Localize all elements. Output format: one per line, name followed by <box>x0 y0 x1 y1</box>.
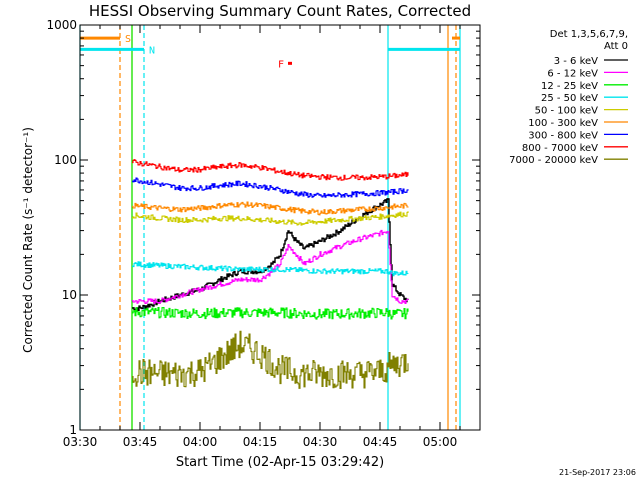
x-tick-label: 04:15 <box>243 435 278 449</box>
legend-entry: 100 - 300 keV <box>528 118 598 129</box>
x-tick-label: 04:45 <box>363 435 398 449</box>
chart-title: HESSI Observing Summary Count Rates, Cor… <box>89 2 471 20</box>
series-line <box>132 330 409 389</box>
series-line <box>132 306 409 320</box>
legend-entry: 12 - 25 keV <box>541 81 598 92</box>
series-line <box>132 201 409 216</box>
x-tick-label: 05:00 <box>423 435 458 449</box>
y-tick-label: 100 <box>54 153 77 167</box>
flag-label: S <box>125 34 131 45</box>
series-layer <box>132 159 409 389</box>
legend-header: Att 0 <box>604 41 628 52</box>
legend-entry: 25 - 50 keV <box>541 93 598 104</box>
footer-timestamp: 21-Sep-2017 23:06 <box>559 468 636 477</box>
series-line <box>132 159 409 181</box>
y-tick-label: 1000 <box>46 18 77 32</box>
x-tick-label: 04:00 <box>183 435 218 449</box>
legend-entry: 800 - 7000 keV <box>522 143 598 154</box>
flag-label: N <box>149 45 155 56</box>
y-axis-label: Corrected Count Rate (s⁻¹ detector⁻¹) <box>21 127 35 353</box>
legend-entry: 7000 - 20000 keV <box>509 155 598 166</box>
y-tick-label: 1 <box>69 423 77 437</box>
series-line <box>132 211 409 226</box>
y-tick-label: 10 <box>62 288 77 302</box>
legend-entry: 300 - 800 keV <box>528 130 598 141</box>
flag-layer: S N F <box>80 34 460 70</box>
legend-entry: 6 - 12 keV <box>547 68 598 79</box>
legend-entry: 3 - 6 keV <box>554 56 598 67</box>
x-axis-label: Start Time (02-Apr-15 03:29:42) <box>176 455 384 470</box>
x-tick-label: 03:30 <box>63 435 98 449</box>
x-tick-label: 04:30 <box>303 435 338 449</box>
legend-header: Det 1,3,5,6,7,9, <box>550 29 628 40</box>
axis-ticks: 03:30 03:45 04:00 04:15 04:30 04:45 05:00 1 10 10… <box>46 18 481 449</box>
series-line <box>132 229 409 305</box>
series-line <box>132 261 409 277</box>
legend-entry: 50 - 100 keV <box>535 106 599 117</box>
series-line <box>132 177 409 198</box>
x-tick-label: 03:45 <box>123 435 158 449</box>
flag-label: F <box>278 59 284 70</box>
